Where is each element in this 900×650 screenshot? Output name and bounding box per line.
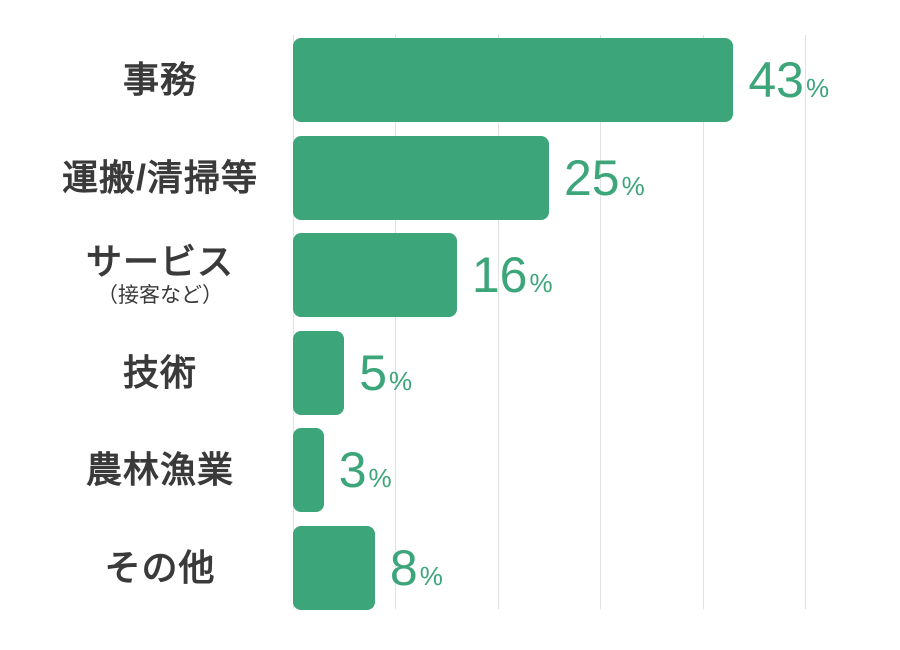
category-label: 事務 [122,59,197,101]
chart-row-gijutsu: 技術 5 % [0,330,900,429]
value-number: 5 [359,344,387,401]
gridlines [293,35,806,609]
gridline-50pct [805,35,806,609]
value-number: 43 [748,52,804,108]
gridline-0pct [293,35,294,609]
gridline-40pct [702,35,704,609]
value-number: 8 [389,539,418,596]
gridline-10pct [395,35,397,609]
percent-sign: % [529,268,553,298]
category-label: その他 [104,546,216,588]
bar-track: 43 % [293,38,829,122]
category-label-cell: 技術 [0,331,293,415]
category-label-cell: 運搬/清掃等 [0,136,293,220]
category-label: 運搬/清掃等 [61,156,258,198]
chart-row-sonota: その他 8 % [0,525,900,624]
category-label-cell: サービス （接客など） [0,233,293,317]
chart-row-jimu: 事務 43 % [0,38,900,136]
chart-row-unpan-seisou: 運搬/清掃等 25 % [0,135,900,234]
bar [293,233,457,317]
percent-sign: % [621,170,645,201]
bar [293,525,375,610]
value-number: 25 [564,149,620,206]
value-label: 5 % [359,348,412,398]
category-label: サービス [85,240,234,282]
percent-sign: % [419,560,443,591]
bar-track: 5 % [293,330,805,415]
value-number: 16 [471,247,528,303]
percent-sign: % [805,73,830,103]
chart-row-nouringyogyou: 農林漁業 3 % [0,428,900,526]
category-label-cell: 事務 [0,38,293,122]
bar [293,428,324,512]
percent-sign: % [368,463,392,493]
chart-rows: 事務 43 % 運搬/清掃等 25 % [0,38,900,623]
chart-row-service: サービス （接客など） 16 % [0,233,900,331]
bar-track: 3 % [293,428,805,512]
bar [293,38,734,122]
value-number: 3 [338,442,367,498]
category-label-cell: その他 [0,526,293,610]
value-label: 16 % [472,250,553,300]
value-label: 25 % [564,153,645,203]
category-label-cell: 農林漁業 [0,428,293,512]
bar-track: 16 % [293,233,805,317]
value-label: 43 % [748,55,829,105]
bar [293,330,345,415]
gridline-30pct [600,35,602,609]
gridline-20pct [497,35,499,609]
value-label: 8 % [390,543,443,593]
value-label: 3 % [339,445,392,495]
category-label: 農林漁業 [85,449,234,491]
bar-track: 8 % [293,525,805,610]
bar-track: 25 % [293,135,805,220]
category-sublabel: （接客など） [97,284,223,308]
bar [293,135,549,220]
percent-sign: % [389,365,413,396]
category-label: 技術 [122,351,197,393]
